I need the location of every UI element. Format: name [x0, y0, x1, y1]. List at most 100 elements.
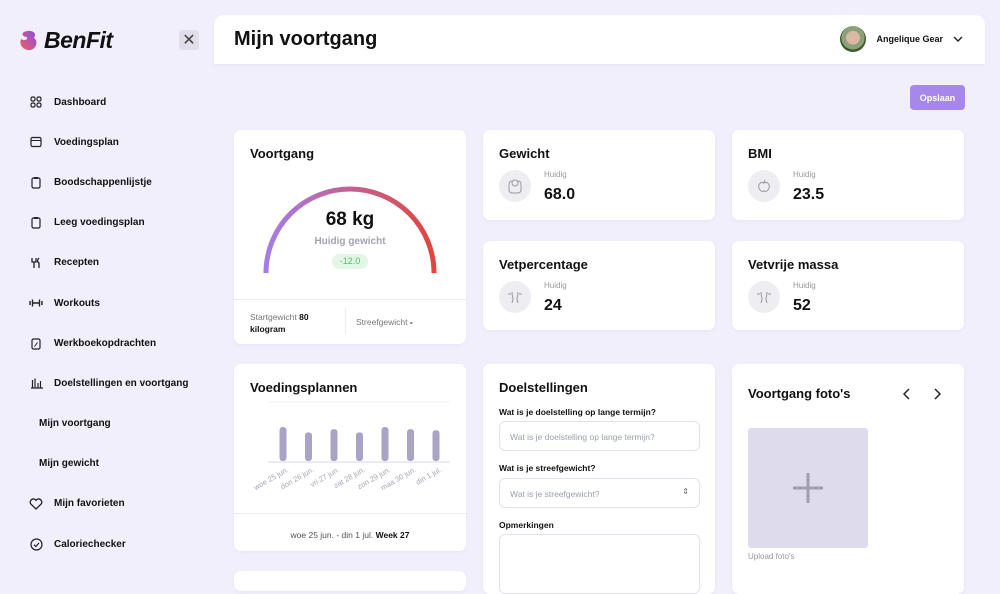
sidebar-item-werkboekopdrachten[interactable]: Werkboekopdrachten [0, 323, 213, 363]
metric-label: Huidig [544, 281, 567, 290]
sidebar-item-voedingsplan[interactable]: Voedingsplan [0, 122, 213, 162]
goal-weight-label: Streefgewicht [356, 317, 408, 327]
long-term-goal-input[interactable]: Wat is je doelstelling op lange termijn? [499, 421, 700, 451]
sidebar-item-boodschappenlijstje[interactable]: Boodschappenlijstje [0, 162, 213, 202]
metric-card-vetvrije-massa: Vetvrije massa Huidig 52 [732, 241, 964, 330]
chevron-right-icon[interactable] [933, 388, 941, 400]
metric-value: 52 [793, 297, 811, 314]
current-weight-label: Huidig gewicht [314, 236, 386, 247]
sidebar-item-label: Werkboekopdrachten [54, 337, 157, 349]
clipboard-icon [29, 216, 43, 230]
start-weight-value: 80 kilogram [250, 312, 309, 334]
goals-card: Doelstellingen Wat is je doelstelling op… [483, 364, 715, 594]
progress-card: Voortgang 68 kg Huidig gewicht -12.0 Sta… [234, 130, 466, 344]
sidebar-item-label: Mijn gewicht [39, 458, 99, 470]
sidebar-item-label: Voedingsplan [54, 136, 119, 148]
apple-icon [748, 170, 780, 202]
metric-label: Huidig [793, 170, 816, 179]
scale-icon [499, 170, 531, 202]
body-icon [499, 281, 531, 313]
bar [432, 430, 440, 461]
photos-card: Voortgang foto's Upload foto's [732, 364, 964, 594]
metric-value: 23.5 [793, 186, 825, 203]
stepper-icon[interactable]: ⇕ [682, 487, 689, 496]
close-icon: ✕ [182, 32, 196, 49]
sidebar-item-caloriechecker[interactable]: Caloriechecker [0, 524, 213, 564]
week-number: Week 27 [375, 530, 410, 540]
long-term-goal-label: Wat is je doelstelling op lange termijn? [499, 407, 656, 417]
target-weight-label: Wat is je streefgewicht? [499, 463, 596, 473]
card-title: Voortgang [250, 146, 315, 161]
close-sidebar-button[interactable]: ✕ [179, 30, 199, 50]
clipboard-edit-icon [29, 336, 43, 350]
bar [381, 427, 389, 461]
card-title: Vetvrije massa [748, 257, 839, 272]
sidebar-item-label: Mijn favorieten [54, 498, 125, 510]
metric-value: 24 [544, 297, 562, 314]
logo[interactable]: BenFit [18, 27, 113, 54]
clipboard-icon [29, 175, 43, 189]
sidebar-item-label: Boodschappenlijstje [54, 176, 152, 188]
sidebar-item-dashboard[interactable]: Dashboard [0, 82, 213, 122]
goal-weight: Streefgewicht - [356, 317, 413, 327]
bar [407, 429, 414, 461]
bar-chart-icon [29, 376, 43, 390]
bar [279, 427, 287, 461]
grid-icon [29, 95, 43, 109]
card-title: Gewicht [499, 146, 550, 161]
chart-footer: woe 25 jun. - din 1 jul. Week 27 [234, 530, 466, 540]
metric-card-bmi: BMI Huidig 23.5 [732, 130, 964, 220]
x-tick-label: din 1 jul. [414, 465, 443, 487]
chart-title: Voedingsplannen [250, 380, 358, 395]
remarks-label: Opmerkingen [499, 520, 554, 530]
next-card [234, 571, 466, 591]
page-title: Mijn voortgang [234, 28, 378, 50]
user-menu[interactable]: Angelique Gear [840, 26, 963, 52]
metric-card-vetpercentage: Vetpercentage Huidig 24 [483, 241, 715, 330]
remarks-textarea[interactable] [499, 534, 700, 594]
sidebar-item-workouts[interactable]: Workouts [0, 283, 213, 323]
upload-label: Upload foto's [748, 552, 795, 561]
bar-chart: woe 25 jun.don 26 jun.vri 27 jun.zat 28 … [251, 401, 450, 492]
sidebar-item-doelstellingen[interactable]: Doelstellingen en voortgang [0, 363, 213, 403]
metric-label: Huidig [793, 281, 816, 290]
sidebar-item-label: Workouts [54, 297, 100, 309]
sidebar-item-label: Recepten [54, 257, 100, 269]
sidebar-nav: Dashboard Voedingsplan Boodschappenlijst… [0, 82, 213, 564]
bar [356, 432, 363, 461]
sidebar: BenFit ✕ Dashboard Voedingsplan Boodscha… [0, 0, 213, 577]
sidebar-item-label: Leeg voedingsplan [54, 217, 145, 229]
sidebar-item-recepten[interactable]: Recepten [0, 243, 213, 283]
target-weight-input[interactable]: Wat is je streefgewicht? ⇕ [499, 478, 700, 508]
target-weight-placeholder: Wat is je streefgewicht? [510, 489, 600, 499]
sidebar-item-mijn-voortgang[interactable]: Mijn voortgang [0, 404, 213, 444]
benfit-logo-icon [20, 30, 37, 50]
check-circle-icon [29, 537, 43, 551]
progress-gauge [263, 186, 437, 274]
sidebar-item-leeg-voedingsplan[interactable]: Leeg voedingsplan [0, 203, 213, 243]
sidebar-item-mijn-favorieten[interactable]: Mijn favorieten [0, 484, 213, 524]
metric-value: 68.0 [544, 186, 576, 203]
utensils-icon [29, 256, 43, 270]
sidebar-item-label: Doelstellingen en voortgang [54, 377, 189, 389]
card-title: Doelstellingen [499, 380, 588, 395]
bar [305, 432, 312, 461]
card-title: BMI [748, 146, 772, 161]
current-weight: 68 kg [325, 209, 375, 230]
dumbbell-icon [29, 296, 43, 310]
save-button[interactable]: Opslaan [910, 85, 965, 110]
sidebar-item-label: Caloriechecker [54, 538, 126, 550]
weight-delta-badge: -12.0 [332, 254, 368, 269]
bar [330, 429, 338, 461]
heart-icon [29, 497, 43, 511]
upload-photo-button[interactable] [748, 428, 868, 548]
goal-weight-value: - [409, 317, 413, 327]
start-weight-label: Startgewicht [250, 312, 297, 322]
sidebar-item-mijn-gewicht[interactable]: Mijn gewicht [0, 444, 213, 484]
date-range: woe 25 jun. - din 1 jul. [290, 530, 374, 540]
chevron-down-icon [953, 36, 963, 42]
sidebar-item-label: Dashboard [54, 96, 107, 108]
nutrition-chart-card: Voedingsplannen woe 25 jun. don 26 jun. vr… [234, 364, 466, 551]
user-name: Angelique Gear [876, 34, 943, 44]
chevron-left-icon[interactable] [903, 388, 911, 400]
